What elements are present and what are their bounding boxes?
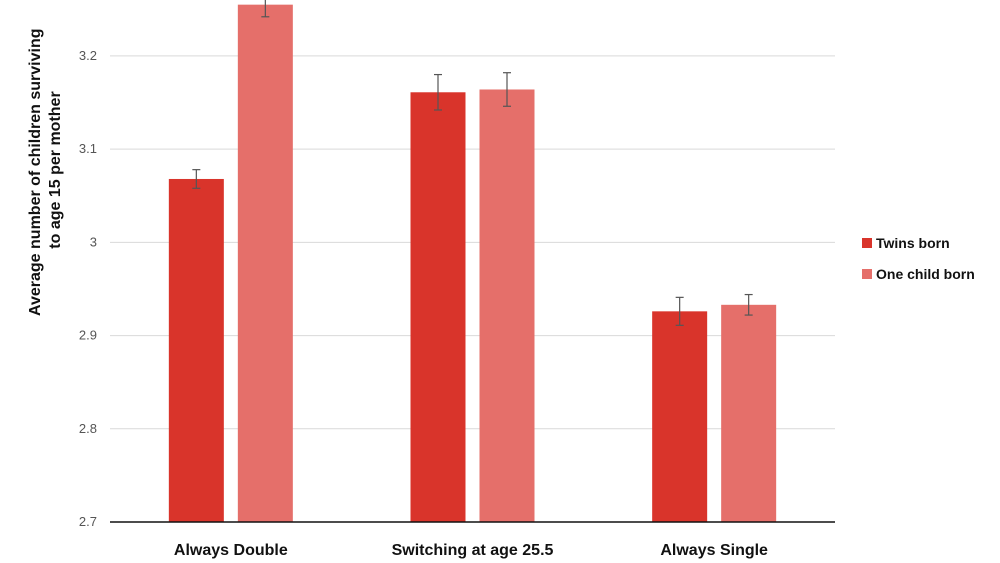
- bar: [721, 304, 777, 522]
- y-tick-label: 3.1: [79, 141, 97, 156]
- bars: [168, 4, 777, 523]
- gridlines: [110, 55, 835, 430]
- legend: Twins born One child born: [862, 235, 975, 282]
- legend-label: Twins born: [876, 235, 950, 251]
- x-category-label: Always Double: [174, 542, 288, 559]
- y-tick-label: 3: [90, 234, 97, 249]
- y-tick-label: 2.7: [79, 514, 97, 529]
- y-tick-label: 2.9: [79, 328, 97, 343]
- bar: [168, 178, 224, 522]
- bar: [410, 92, 466, 523]
- y-tick-label: 2.8: [79, 421, 97, 436]
- x-category-label: Switching at age 25.5: [392, 542, 554, 559]
- x-category-labels: Always Double Switching at age 25.5 Always…: [174, 542, 768, 559]
- bar: [652, 311, 708, 522]
- y-tick-label: 3.2: [79, 48, 97, 63]
- bar: [479, 89, 535, 522]
- bar: [237, 4, 293, 523]
- x-category-label: Always Single: [660, 542, 768, 559]
- y-axis-title-line-1: Average number of children surviving: [27, 28, 44, 315]
- legend-label: One child born: [876, 266, 975, 282]
- y-axis-title: Average number of children surviving to …: [27, 24, 64, 316]
- legend-swatch: [862, 238, 872, 248]
- legend-swatch: [862, 269, 872, 279]
- y-tick-labels: 2.7 2.8 2.9 3 3.1 3.2: [79, 48, 97, 529]
- error-bars: [192, 0, 753, 326]
- y-axis-title-line-2: to age 15 per mother: [47, 91, 64, 248]
